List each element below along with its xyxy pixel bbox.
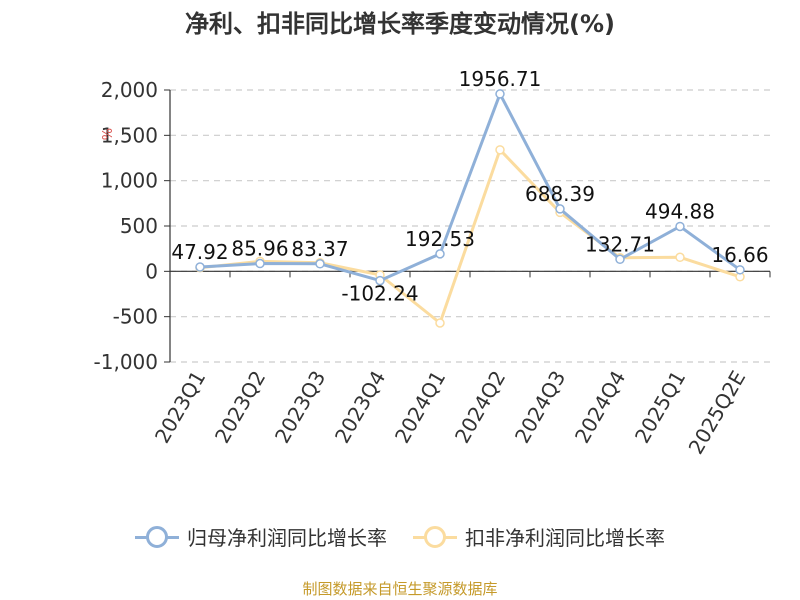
legend: 归母净利润同比增长率 扣非净利润同比增长率 (0, 522, 800, 551)
series-1-point (315, 259, 325, 269)
y-tick-label: 1,500 (101, 123, 158, 147)
y-tick-label: -1,000 (94, 350, 158, 374)
y-unit-label: % (101, 128, 116, 140)
data-label: 132.71 (585, 232, 655, 256)
series-2-point (495, 145, 505, 155)
source-note: 制图数据来自恒生聚源数据库 (302, 580, 498, 598)
legend-item-series-2[interactable]: 扣非净利润同比增长率 (413, 522, 665, 551)
legend-item-series-1[interactable]: 归母净利润同比增长率 (135, 522, 387, 551)
series-1-point (555, 204, 565, 214)
series-1-point (675, 221, 685, 232)
data-label: 16.66 (711, 243, 768, 267)
series-1-point (375, 275, 385, 286)
data-label: 494.88 (645, 199, 715, 223)
series-1-point (495, 89, 505, 99)
data-labels: 47.92 85.96 83.37 -102.24 192.53 1956.71 688.3… (171, 67, 768, 306)
legend-label-series-1: 归母净利润同比增长率 (187, 526, 387, 550)
series-1-point (195, 262, 205, 272)
series-1-line (199, 92, 741, 283)
data-label: 192.53 (405, 227, 475, 251)
series-2-point (675, 252, 685, 263)
y-tick-label: 2,000 (101, 78, 158, 102)
data-label: -102.24 (341, 282, 418, 306)
series-2-point (435, 318, 445, 328)
series-2-line (199, 148, 741, 325)
series-1-point (735, 265, 745, 275)
x-tick-label: 2025Q1 (630, 367, 690, 448)
legend-marker-series-1 (135, 525, 179, 549)
y-tick-label: -500 (113, 305, 158, 329)
chart-title: 净利、扣非同比增长率季度变动情况(%) (185, 10, 615, 38)
x-tick-label: 2025Q2E (684, 367, 751, 459)
series-layer (195, 89, 745, 328)
data-label: 1956.71 (459, 67, 542, 91)
x-tick-label: 2023Q3 (270, 367, 330, 448)
x-tick-label: 2023Q1 (150, 367, 210, 448)
x-tick-label: 2024Q1 (390, 367, 450, 448)
legend-marker-series-2 (413, 525, 457, 549)
y-tick-label: 1,000 (101, 169, 158, 193)
x-tick-label: 2023Q2 (210, 367, 270, 448)
series-1-point (615, 254, 625, 265)
data-label: 47.92 (171, 240, 228, 264)
series-1-point (435, 249, 445, 259)
data-label: 83.37 (291, 237, 348, 261)
data-label: 85.96 (231, 237, 288, 261)
x-tick-label: 2023Q4 (330, 367, 390, 448)
y-tick-label: 0 (145, 259, 158, 283)
data-label: 688.39 (525, 182, 595, 206)
x-tick-label: 2024Q2 (450, 367, 510, 448)
x-tick-label: 2024Q4 (570, 367, 630, 448)
legend-label-series-2: 扣非净利润同比增长率 (465, 526, 665, 550)
y-tick-label: 500 (120, 214, 158, 238)
x-tick-label: 2024Q3 (510, 367, 570, 448)
series-1-point (255, 258, 265, 269)
